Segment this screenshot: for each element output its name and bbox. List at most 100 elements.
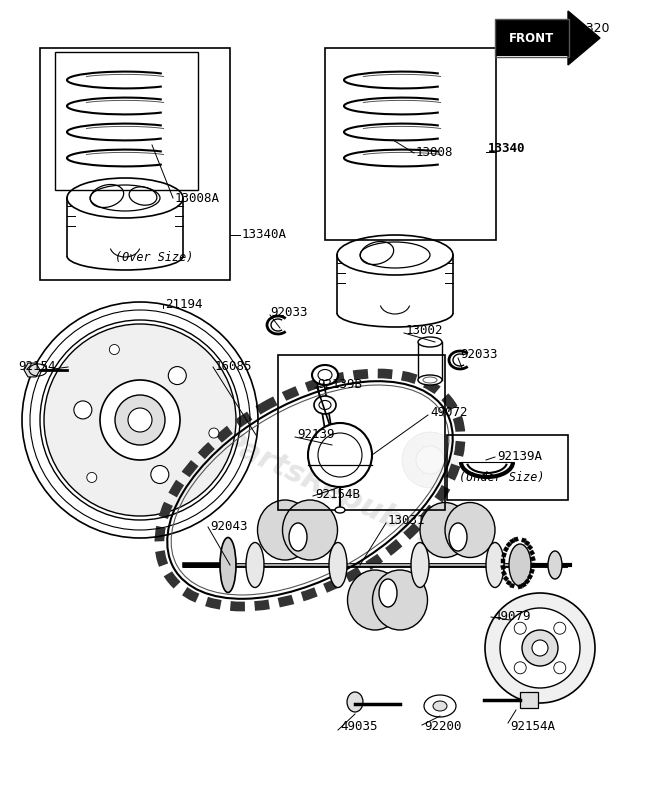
Text: (Over Size): (Over Size)	[115, 252, 193, 264]
Ellipse shape	[449, 523, 467, 551]
Text: 92033: 92033	[270, 305, 307, 319]
Ellipse shape	[379, 579, 397, 607]
Bar	[527, 545, 533, 551]
Circle shape	[500, 608, 580, 688]
Ellipse shape	[282, 500, 337, 560]
Circle shape	[554, 662, 566, 674]
Bar	[530, 556, 536, 561]
Text: 13340A: 13340A	[242, 229, 287, 241]
Circle shape	[115, 395, 165, 445]
Bar	[503, 576, 509, 582]
Ellipse shape	[348, 570, 402, 630]
Text: 21194: 21194	[165, 299, 202, 312]
Text: 92139A: 92139A	[497, 451, 542, 463]
Bar	[521, 582, 526, 587]
Bar	[510, 539, 515, 544]
Bar	[501, 552, 506, 558]
Circle shape	[100, 380, 180, 460]
Circle shape	[522, 630, 558, 666]
Ellipse shape	[347, 692, 363, 712]
Text: 13340: 13340	[488, 141, 525, 154]
Circle shape	[416, 446, 444, 474]
Circle shape	[151, 466, 169, 483]
Circle shape	[402, 432, 458, 488]
Text: 49079: 49079	[493, 610, 530, 623]
Ellipse shape	[329, 543, 347, 587]
Bar	[503, 547, 509, 552]
Ellipse shape	[289, 523, 307, 551]
Bar	[510, 583, 515, 588]
Ellipse shape	[445, 503, 495, 558]
Ellipse shape	[418, 337, 442, 347]
Text: 49072: 49072	[430, 407, 468, 419]
Text: 13008: 13008	[416, 146, 453, 160]
Ellipse shape	[220, 538, 236, 593]
Bar	[55, 52, 198, 190]
Bar	[529, 550, 535, 555]
Ellipse shape	[424, 695, 456, 717]
Circle shape	[485, 593, 595, 703]
Circle shape	[554, 622, 566, 634]
Bar	[525, 578, 530, 584]
Circle shape	[209, 428, 219, 438]
Bar	[447, 435, 568, 500]
Ellipse shape	[314, 396, 336, 414]
Text: 13031: 13031	[388, 514, 426, 527]
Bar	[520, 692, 538, 708]
Ellipse shape	[373, 570, 428, 630]
Text: 92139: 92139	[297, 428, 335, 442]
Text: PartsRepublik: PartsRepublik	[216, 427, 444, 554]
Bar	[40, 48, 230, 280]
Circle shape	[44, 324, 236, 516]
Ellipse shape	[418, 375, 442, 385]
Ellipse shape	[335, 507, 345, 513]
Ellipse shape	[548, 551, 562, 579]
Circle shape	[168, 367, 186, 384]
Ellipse shape	[337, 235, 453, 275]
Bar	[325, 48, 496, 240]
Text: (Under Size): (Under Size)	[459, 471, 545, 483]
Circle shape	[128, 408, 152, 432]
Text: 92200: 92200	[424, 721, 461, 733]
Ellipse shape	[509, 544, 531, 586]
Bar	[501, 559, 505, 563]
Text: 92043: 92043	[210, 520, 247, 534]
Text: FRONT: FRONT	[510, 33, 555, 46]
Circle shape	[109, 344, 120, 355]
Ellipse shape	[246, 543, 264, 587]
Circle shape	[87, 472, 97, 483]
Ellipse shape	[486, 543, 504, 587]
Polygon shape	[24, 363, 40, 377]
Text: 49035: 49035	[340, 721, 377, 733]
Ellipse shape	[420, 503, 470, 558]
Circle shape	[514, 622, 526, 634]
Bar	[521, 538, 526, 543]
Bar	[506, 580, 512, 586]
Bar	[496, 20, 568, 56]
Bar	[517, 584, 523, 589]
Bar	[506, 542, 512, 547]
Ellipse shape	[433, 701, 447, 711]
Bar	[495, 19, 569, 57]
Bar	[278, 355, 445, 510]
Ellipse shape	[67, 178, 183, 218]
Bar	[514, 537, 519, 542]
Text: 16085: 16085	[215, 360, 253, 373]
Circle shape	[74, 401, 92, 419]
Bar	[501, 565, 505, 570]
Circle shape	[514, 662, 526, 674]
Text: 92033: 92033	[460, 348, 497, 361]
Ellipse shape	[258, 500, 313, 560]
Bar	[527, 574, 533, 579]
Text: 92154A: 92154A	[510, 721, 555, 733]
Polygon shape	[568, 11, 600, 65]
Bar	[530, 569, 534, 574]
Bar	[525, 540, 530, 546]
Circle shape	[308, 423, 372, 487]
Text: 92139B: 92139B	[317, 379, 362, 392]
Text: 13002: 13002	[406, 324, 444, 336]
Bar	[531, 563, 535, 567]
Text: 13008A: 13008A	[175, 192, 220, 205]
Circle shape	[532, 640, 548, 656]
Text: 92154: 92154	[18, 360, 56, 373]
